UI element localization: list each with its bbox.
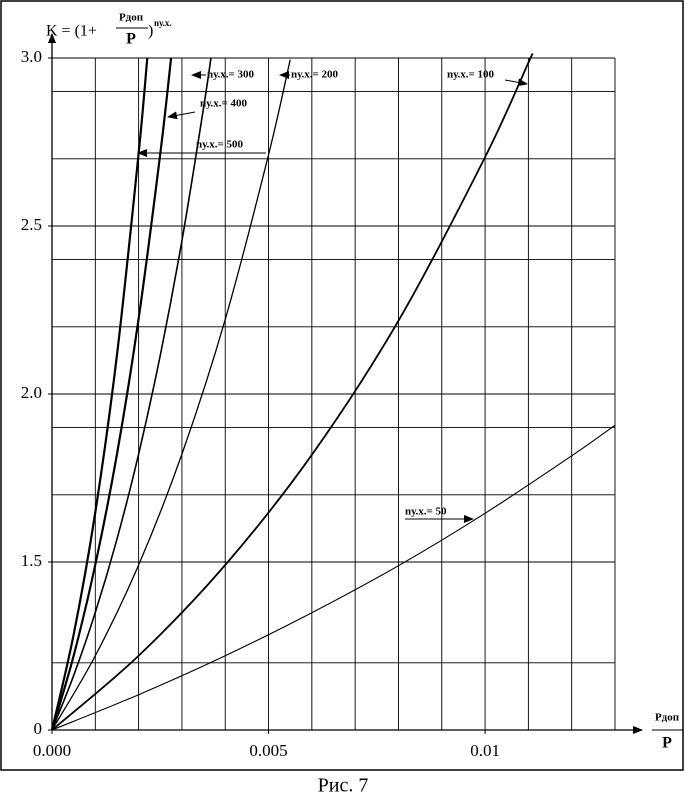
curve xyxy=(50,57,173,731)
caption: Рис. 7 xyxy=(318,775,369,797)
y-tick-label: 1.5 xyxy=(21,551,42,570)
curve-label: nу.х.= 300 xyxy=(207,69,255,81)
curve-label: nу.х.= 400 xyxy=(200,98,248,110)
curve-label: nу.х.= 100 xyxy=(447,69,495,81)
y-label-close: ) xyxy=(148,23,153,40)
curve-arrow xyxy=(504,78,528,87)
curve-label: nу.х.= 200 xyxy=(291,69,339,81)
x-tick-label: 0.01 xyxy=(470,741,500,760)
curve xyxy=(51,57,212,731)
curve-label: nу.х.= 50 xyxy=(405,506,447,518)
x-label-num: Pдоп xyxy=(655,712,680,724)
y-tick-label: 2.5 xyxy=(21,215,42,234)
curve-arrow xyxy=(167,111,196,120)
curve xyxy=(51,53,534,731)
y-tick-label: 2.0 xyxy=(21,383,42,402)
y-label-den: P xyxy=(126,31,136,48)
curve xyxy=(51,59,291,731)
x-label-den: P xyxy=(662,735,672,752)
curve-label: nу.х.= 500 xyxy=(196,139,244,151)
y-tick-label: 3.0 xyxy=(21,47,42,66)
x-tick-label: 0.000 xyxy=(33,741,71,760)
curve xyxy=(51,424,616,731)
y-tick-label: 0 xyxy=(34,719,43,738)
y-label-lead: K = (1+ xyxy=(46,23,97,40)
frame xyxy=(0,0,684,771)
x-tick-label: 0.005 xyxy=(249,741,287,760)
y-label-power: nу.х. xyxy=(154,18,172,28)
y-label-num: Pдоп xyxy=(119,12,144,24)
